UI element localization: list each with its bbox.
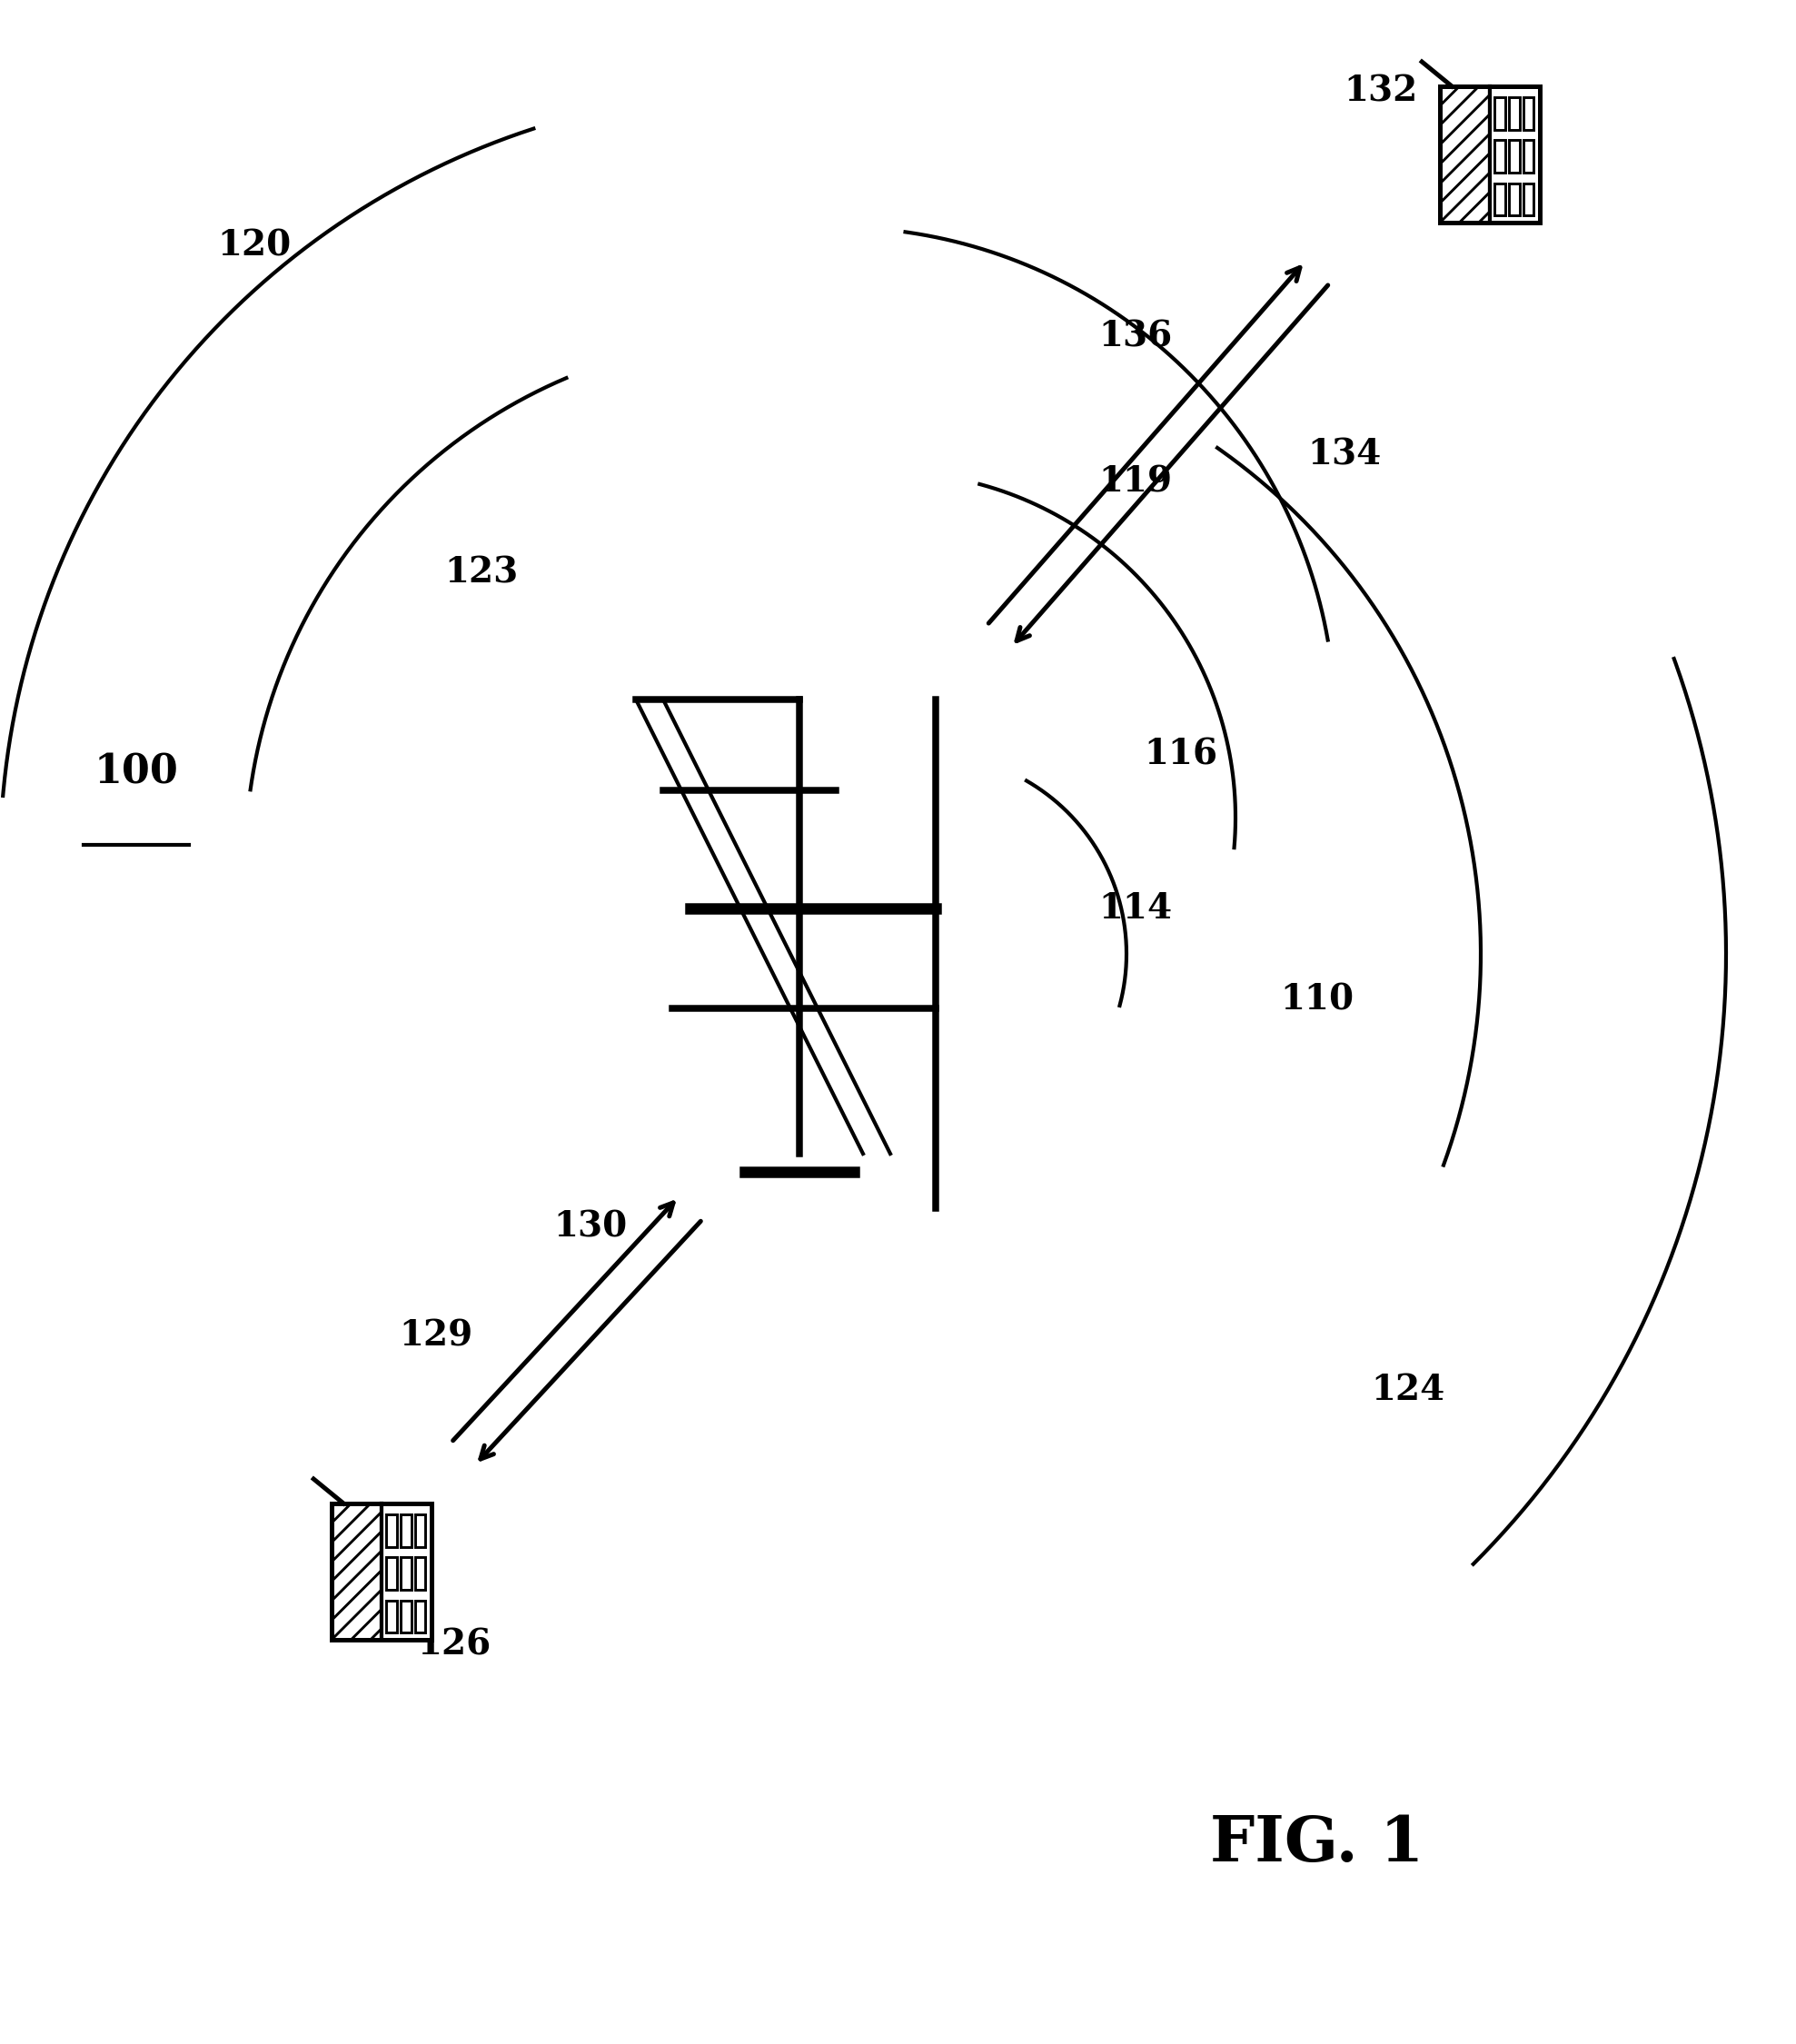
Bar <box>1440 86 1539 223</box>
Bar <box>1509 98 1519 129</box>
Text: FIG. 1: FIG. 1 <box>1211 1813 1424 1874</box>
Bar <box>1509 141 1519 172</box>
Text: 116: 116 <box>1144 736 1218 771</box>
Bar <box>1523 98 1534 129</box>
Bar <box>1523 141 1534 172</box>
Text: 124: 124 <box>1370 1374 1446 1406</box>
Bar <box>386 1558 397 1590</box>
Bar <box>1494 98 1505 129</box>
Bar <box>332 1504 431 1639</box>
Bar <box>386 1600 397 1633</box>
Bar <box>415 1558 426 1590</box>
Text: 114: 114 <box>1099 891 1173 926</box>
Text: 120: 120 <box>217 229 291 262</box>
Bar <box>415 1600 426 1633</box>
Bar <box>386 1515 397 1547</box>
Text: 126: 126 <box>417 1627 490 1662</box>
Text: 123: 123 <box>445 556 519 589</box>
Bar <box>401 1515 411 1547</box>
Text: 129: 129 <box>399 1318 472 1353</box>
Text: 119: 119 <box>1099 464 1173 499</box>
Text: 136: 136 <box>1099 319 1173 354</box>
Bar <box>401 1558 411 1590</box>
Bar <box>381 1502 433 1641</box>
Bar <box>1494 141 1505 172</box>
Bar <box>1494 184 1505 215</box>
Text: 132: 132 <box>1343 74 1417 108</box>
Bar <box>401 1600 411 1633</box>
Bar <box>1491 86 1541 223</box>
Text: 134: 134 <box>1307 437 1381 472</box>
Text: 130: 130 <box>553 1210 627 1243</box>
Text: 100: 100 <box>93 752 178 791</box>
Bar <box>415 1515 426 1547</box>
Bar <box>1509 184 1519 215</box>
Text: 110: 110 <box>1281 981 1354 1016</box>
Bar <box>1523 184 1534 215</box>
